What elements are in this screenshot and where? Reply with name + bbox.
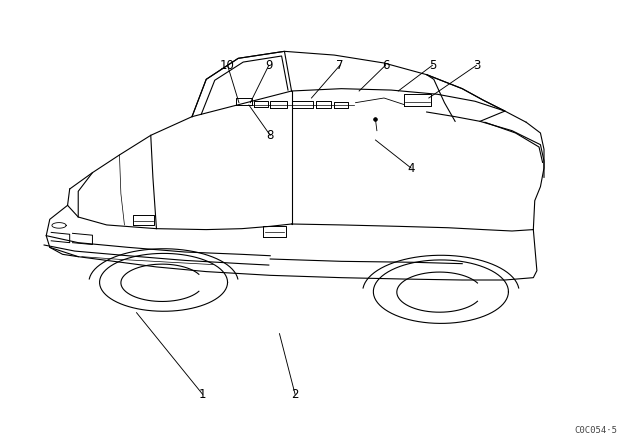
Text: 2: 2	[291, 388, 299, 401]
Text: 9: 9	[265, 59, 273, 72]
Text: 3: 3	[473, 59, 480, 72]
Text: 1: 1	[199, 388, 207, 401]
Text: 7: 7	[336, 59, 344, 72]
Text: 5: 5	[429, 59, 436, 72]
Text: 6: 6	[381, 59, 389, 72]
Text: 8: 8	[266, 129, 274, 142]
Text: C0C054·5: C0C054·5	[575, 426, 618, 435]
Text: 4: 4	[407, 161, 415, 175]
Text: 10: 10	[220, 59, 235, 72]
